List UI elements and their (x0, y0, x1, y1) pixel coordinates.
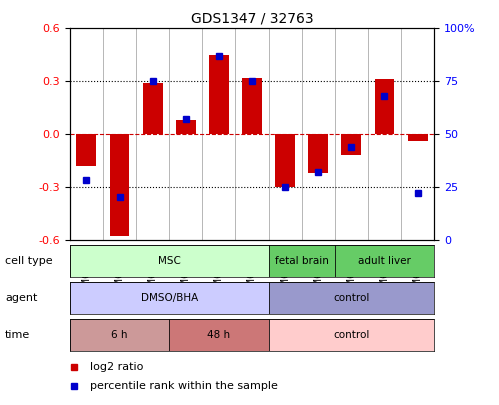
Bar (209, 55, 229, 134)
Bar (408, 134, 428, 141)
Bar (308, 134, 328, 173)
Text: control: control (333, 293, 370, 303)
Bar (169, 320, 268, 351)
Text: cell type: cell type (5, 256, 52, 266)
Bar (341, 134, 361, 155)
Text: control: control (333, 330, 370, 340)
Bar (242, 78, 262, 134)
Text: DMSO/BHA: DMSO/BHA (141, 293, 198, 303)
Bar (110, 134, 129, 236)
Bar (176, 120, 196, 134)
Bar (335, 245, 434, 277)
Bar (70, 282, 268, 314)
Text: MSC: MSC (158, 256, 181, 266)
Bar (268, 320, 434, 351)
Text: time: time (5, 330, 30, 340)
Bar (268, 282, 434, 314)
Bar (375, 79, 394, 134)
Bar (70, 245, 268, 277)
Text: agent: agent (5, 293, 37, 303)
Bar (268, 245, 335, 277)
Text: adult liver: adult liver (358, 256, 411, 266)
Text: fetal brain: fetal brain (275, 256, 329, 266)
Bar (275, 134, 295, 187)
Text: 48 h: 48 h (207, 330, 231, 340)
Title: GDS1347 / 32763: GDS1347 / 32763 (191, 12, 313, 26)
Bar (143, 83, 163, 134)
Text: percentile rank within the sample: percentile rank within the sample (90, 381, 278, 390)
Bar (76, 134, 96, 166)
Bar (70, 320, 169, 351)
Text: 6 h: 6 h (111, 330, 128, 340)
Text: log2 ratio: log2 ratio (90, 362, 143, 372)
